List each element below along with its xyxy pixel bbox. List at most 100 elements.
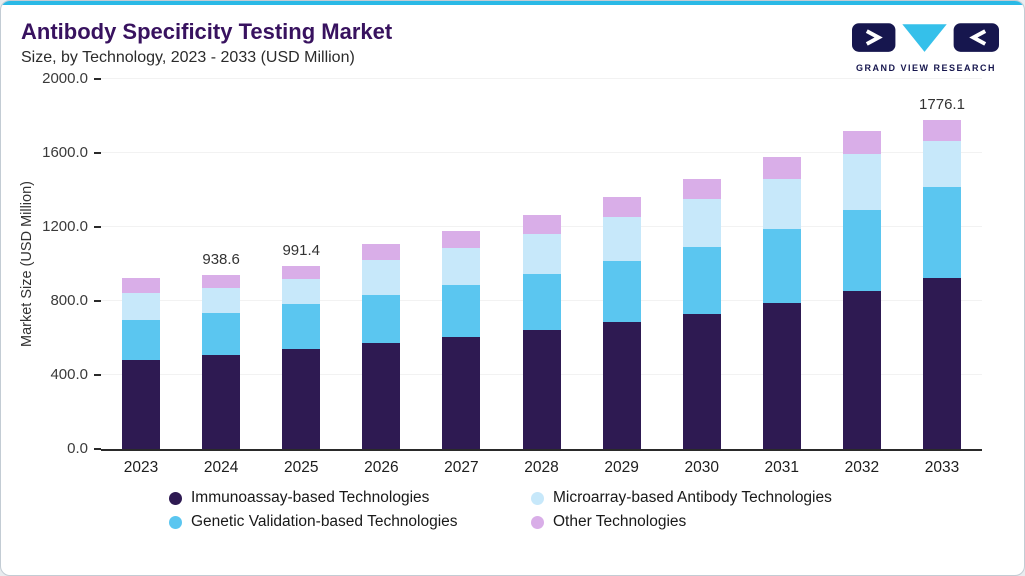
bar-value-label: 991.4: [282, 241, 321, 259]
bar-segment: [682, 199, 721, 247]
bar-column-2025: 991.4: [261, 79, 341, 449]
bar-segment: [682, 313, 721, 449]
legend-item: Immunoassay-based Technologies: [169, 489, 519, 507]
y-tick-mark: [94, 78, 101, 80]
gridline: [101, 152, 982, 153]
bar-stack: [442, 230, 481, 449]
x-axis-label: 2028: [524, 459, 559, 476]
bar-segment: [282, 279, 321, 305]
legend: Immunoassay-based Technologies Microarray…: [169, 489, 1024, 531]
plot-row: 0.0 400.0 800.0 1200.0 1600.0 2000.0 938.6 991…: [39, 70, 982, 457]
bar-segment: [362, 294, 401, 344]
bar-segment: [442, 247, 481, 286]
page-title: Antibody Specificity Testing Market: [21, 19, 393, 44]
header: Antibody Specificity Testing Market Size…: [1, 5, 1024, 73]
bar-segment: [682, 246, 721, 314]
bar-segment: [842, 209, 881, 291]
legend-item: Genetic Validation-based Technologies: [169, 513, 519, 531]
x-axis-label: 2032: [844, 459, 880, 476]
bar-segment: [522, 274, 561, 330]
bar-column-2033: 1776.1: [902, 79, 982, 449]
bar-segment: [922, 140, 961, 188]
y-tick-mark: [94, 374, 101, 376]
bar-segment: [602, 322, 641, 449]
grand-view-research-logo: GRAND VIEW RESEARCH: [852, 23, 1000, 73]
bar-stack: 991.4: [282, 242, 321, 449]
y-tick-label: 0.0: [67, 440, 88, 457]
bar-segment: [282, 304, 321, 350]
legend-label: Microarray-based Antibody Technologies: [553, 489, 832, 506]
bar-segment: [522, 329, 561, 449]
bar-segment: [762, 229, 801, 303]
bar-segment: [362, 259, 401, 295]
gridline: [101, 78, 982, 79]
bar-stack: [522, 215, 561, 449]
plot-region: 0.0 400.0 800.0 1200.0 1600.0 2000.0 938.6 991…: [39, 70, 982, 477]
x-axis-label: 2030: [684, 459, 719, 476]
y-tick-label: 800.0: [50, 292, 88, 309]
top-accent-bar: [1, 1, 1024, 5]
legend-label: Genetic Validation-based Technologies: [191, 513, 458, 530]
y-tick-mark: [94, 226, 101, 228]
bar-segment: [442, 336, 481, 449]
logo-mark-icon: [852, 23, 1000, 52]
bar-column-2028: [501, 79, 581, 449]
x-axis-label: 2024: [203, 459, 239, 476]
header-titles: Antibody Specificity Testing Market Size…: [21, 19, 392, 67]
bar-segment: [602, 261, 641, 323]
legend-label: Other Technologies: [553, 513, 687, 530]
bar-stack: [842, 130, 881, 449]
bar-segment: [522, 215, 561, 234]
bar-value-label: 938.6: [202, 251, 240, 269]
bar-segment: [522, 233, 561, 275]
legend-color-dot: [531, 491, 544, 505]
bar-segment: [762, 302, 801, 449]
x-axis-label: 2026: [364, 459, 399, 476]
y-tick-label: 2000.0: [42, 70, 88, 87]
x-axis-labels: 2023 2024 2025 2026 2027 2028 2029 2030 2031 2032…: [101, 451, 982, 477]
bar-segment: [922, 120, 961, 141]
y-tick-label: 1200.0: [42, 218, 88, 235]
bar-segment: [202, 312, 241, 356]
x-axis-label: 2023: [123, 459, 159, 476]
x-axis-label: 2025: [283, 459, 319, 476]
logo-text: GRAND VIEW RESEARCH: [855, 63, 996, 73]
y-axis: 0.0 400.0 800.0 1200.0 1600.0 2000.0: [39, 70, 101, 457]
bar-segment: [922, 187, 961, 278]
bar-segment: [122, 360, 161, 449]
bar-segment: [122, 292, 161, 320]
bar-segment: [122, 277, 161, 293]
y-tick-mark: [94, 300, 101, 302]
plot-area: 938.6 991.4 1776.1: [101, 78, 982, 451]
bar-segment: [122, 319, 161, 361]
legend-item: Other Technologies: [531, 513, 1024, 531]
bar-segment: [762, 178, 801, 230]
bar-segment: [202, 275, 241, 289]
bar-segment: [602, 216, 641, 262]
bar-column-2024: 938.6: [181, 79, 261, 449]
bar-segment: [362, 343, 401, 449]
y-axis-title: Market Size (USD Million): [19, 181, 35, 347]
bar-stack: [122, 277, 161, 449]
bar-column-2032: [822, 79, 902, 449]
bar-segment: [202, 355, 241, 449]
bar-column-2026: [341, 79, 421, 449]
bar-segment: [842, 130, 881, 155]
bar-segment: [602, 197, 641, 217]
bar-segment: [842, 154, 881, 210]
bar-segment: [762, 156, 801, 179]
bar-segment: [282, 265, 321, 279]
bar-segment: [442, 285, 481, 337]
y-tick-label: 1600.0: [42, 144, 88, 161]
bar-stack: [362, 243, 401, 449]
bar-stack: [682, 178, 721, 449]
bar-stack: [602, 197, 641, 449]
bar-stack: 938.6: [202, 251, 241, 449]
bar-segment: [842, 290, 881, 449]
x-axis-label: 2033: [924, 459, 960, 476]
bar-column-2030: [662, 79, 742, 449]
x-axis-label: 2031: [764, 459, 800, 476]
legend-color-dot: [169, 515, 182, 529]
x-axis-label: 2029: [604, 459, 639, 476]
legend-label: Immunoassay-based Technologies: [191, 489, 430, 506]
